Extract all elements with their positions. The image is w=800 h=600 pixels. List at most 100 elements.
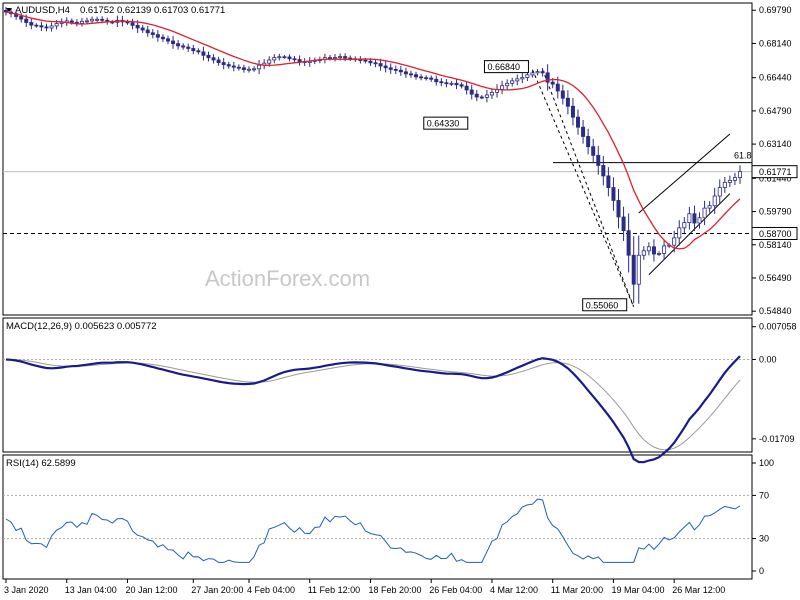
price-annotations: 0.66840 0.64330 0.55060 0.61771 0.58700 [423, 60, 798, 312]
macd-series: 0.007058 0.00 -0.01709 [3, 322, 797, 464]
candle-body [145, 29, 150, 34]
candle-body [95, 18, 100, 21]
rsi-line [5, 498, 741, 563]
candle-body [434, 78, 439, 83]
candle-body [236, 66, 241, 69]
candle-body [29, 22, 34, 26]
macd-tick-label: -0.01709 [759, 434, 795, 444]
candle-body [181, 45, 186, 48]
candle-body [257, 64, 262, 70]
current-price-tag [751, 165, 798, 179]
candle-body [327, 57, 332, 59]
candle-body [393, 69, 398, 71]
candle-body [398, 69, 403, 73]
candle-body [479, 96, 484, 99]
candle-body [677, 227, 682, 239]
rsi-tick-label: 100 [759, 458, 774, 468]
candle-body [545, 72, 550, 83]
price-tick-label: 0.69790 [759, 5, 792, 15]
candle-body [282, 56, 287, 59]
candle-body [662, 245, 667, 254]
candle-body [641, 250, 646, 256]
candle-body [692, 213, 697, 224]
candle-body [216, 59, 221, 63]
candle-body [368, 60, 373, 64]
rsi-panel [2, 454, 753, 580]
candle-body [570, 105, 575, 118]
candle-body [717, 187, 722, 197]
candle-body [165, 38, 170, 42]
candle-body [540, 71, 545, 74]
price-callout-text: 0.66840 [487, 62, 520, 72]
candle-body [530, 72, 535, 76]
rsi-tick-label: 70 [759, 490, 769, 500]
time-tick-label: 4 Feb 04:00 [247, 585, 295, 595]
candle-body [383, 65, 388, 69]
candle-body [211, 57, 216, 61]
candle-body [155, 34, 160, 38]
candle-body [565, 97, 570, 107]
candle-body [429, 77, 434, 80]
candle-body [419, 76, 424, 79]
candle-body [439, 81, 444, 84]
candle-body [373, 62, 378, 65]
swing-dashed-line [542, 69, 635, 307]
candle-body [34, 24, 39, 27]
candle-body [697, 217, 702, 224]
candle-body [24, 18, 29, 23]
rsi-tick-label: 30 [759, 534, 769, 544]
price-tick-label: 0.64790 [759, 106, 792, 116]
channel-line [638, 133, 731, 214]
price-tick-label: 0.68140 [759, 38, 792, 48]
candle-body [292, 58, 297, 61]
rsi-title: RSI(14) 62.5899 [6, 458, 76, 469]
candle-body [221, 62, 226, 65]
candle-body [69, 20, 74, 23]
macd-line [5, 355, 741, 464]
ohlc-high: 0.62139 [117, 5, 151, 16]
macd-tick-label: 0.00 [759, 354, 777, 364]
price-callout-text: 0.55060 [586, 300, 619, 310]
price-tick-label: 0.61440 [759, 173, 792, 183]
time-tick-label: 20 Jan 12:00 [125, 585, 177, 595]
candle-body [277, 56, 282, 59]
candle-body [90, 18, 95, 22]
candle-body [231, 65, 236, 68]
time-tick-label: 18 Feb 20:00 [368, 585, 421, 595]
current-price-tag-text: 0.61771 [759, 167, 792, 177]
price-axis: 0.69790 0.68140 0.66440 0.64790 0.63140 0.614… [752, 5, 792, 316]
candle-body [454, 82, 459, 86]
candle-body [130, 22, 135, 26]
candle-body [606, 175, 611, 188]
candle-body [657, 253, 662, 255]
candle-body [611, 187, 616, 201]
price-tick-label: 0.58140 [759, 240, 792, 250]
candle-body [672, 237, 677, 246]
macd-panel [2, 317, 753, 453]
candle-body [464, 85, 469, 91]
candle-body [449, 82, 454, 85]
candle-body [414, 74, 419, 78]
candle-body [226, 64, 231, 67]
candle-body [363, 59, 368, 62]
candle-body [39, 25, 44, 28]
rsi-series: 100 70 30 0 [3, 458, 774, 576]
price-tick-label: 0.66440 [759, 73, 792, 83]
support-price-tag-text: 0.58700 [759, 229, 792, 239]
candle-body [489, 91, 494, 96]
candle-body [201, 51, 206, 56]
support-price-tag [751, 226, 798, 240]
candle-body [616, 200, 621, 218]
candle-body [732, 177, 737, 181]
candle-body [586, 136, 591, 148]
candle-body [186, 46, 191, 49]
time-tick-label: 3 Jan 2020 [4, 585, 49, 595]
candle-body [150, 32, 155, 35]
candle-body [576, 116, 581, 128]
candle-body [702, 207, 707, 219]
candle-body [191, 48, 196, 52]
candles [4, 6, 743, 304]
triangle-down-icon [6, 8, 12, 12]
candle-body [19, 16, 24, 20]
